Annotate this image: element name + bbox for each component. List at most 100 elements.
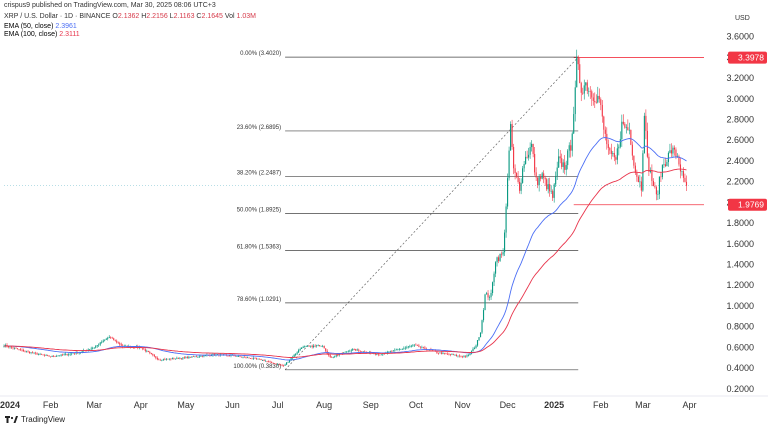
y-tick-label: 2.4000 xyxy=(726,156,754,166)
candle-body xyxy=(628,129,630,131)
candle-body xyxy=(359,350,361,352)
candle-body xyxy=(585,82,587,86)
candle-body xyxy=(349,351,351,352)
ohlc-low: 2.1163 xyxy=(173,13,195,20)
candle-body xyxy=(101,342,103,343)
candle-body xyxy=(624,123,626,128)
candle-body xyxy=(383,353,385,355)
candle-body xyxy=(174,358,176,360)
fib-retracement[interactable]: 0.00% (3.4020) 23.60% (2.6895) 38.20% (2.2… xyxy=(233,51,579,371)
candle-body xyxy=(685,181,688,186)
candle-body xyxy=(156,357,158,360)
candle-body xyxy=(168,358,170,360)
candle-body xyxy=(47,355,49,356)
candle-body xyxy=(146,350,148,352)
candle-body xyxy=(242,356,244,358)
candle-body xyxy=(319,345,321,347)
x-axis: 2024 Feb Mar Apr May Jun Jul Aug Sep Oct Nov Dec 202… xyxy=(0,395,768,410)
candle-body xyxy=(15,347,17,349)
candle-body xyxy=(678,156,680,165)
candle-body xyxy=(529,147,531,155)
candle-body xyxy=(633,155,635,166)
candle-body xyxy=(421,346,423,348)
x-tick-label: Nov xyxy=(454,400,471,410)
candle-body xyxy=(337,355,339,356)
candle-body xyxy=(469,353,471,356)
price-tag-0 xyxy=(728,51,767,64)
candle-body xyxy=(180,358,182,359)
y-tick-label: 2.8000 xyxy=(726,114,754,124)
candle-body xyxy=(534,153,536,173)
candle-body xyxy=(248,357,250,359)
candle-body xyxy=(496,257,498,263)
candle-body xyxy=(499,253,501,261)
candle-body xyxy=(153,355,155,357)
candle-body xyxy=(544,177,546,180)
candle-body xyxy=(670,150,673,154)
candle-body xyxy=(460,356,462,357)
tradingview-logo[interactable]: TradingView xyxy=(5,415,65,424)
candle-body xyxy=(595,102,597,103)
candle-body xyxy=(304,346,306,348)
candle-body xyxy=(449,354,452,356)
candle-body xyxy=(116,340,118,343)
candle-body xyxy=(562,162,564,167)
candle-body xyxy=(436,351,438,353)
candle-body xyxy=(535,172,537,178)
x-tick-label: Apr xyxy=(134,400,148,410)
candle-body xyxy=(177,357,179,359)
candle-body xyxy=(320,345,322,347)
candle-body xyxy=(19,349,22,351)
candle-body xyxy=(664,164,666,167)
x-tick-label: Mar xyxy=(86,400,102,410)
candle-body xyxy=(21,349,23,351)
x-tick-label: Feb xyxy=(43,400,59,410)
candle-body xyxy=(204,355,206,356)
candle-body xyxy=(467,355,470,356)
tradingview-brand: TradingView xyxy=(21,415,66,424)
candle-body xyxy=(361,351,363,353)
y-axis[interactable]: 0.2000 0.4000 0.6000 0.8000 1.0000 1.2000 1.40… xyxy=(726,32,754,394)
legend-ema-50-label: EMA (50, close) xyxy=(4,23,54,30)
candle-body xyxy=(269,361,271,363)
candle-body xyxy=(412,345,414,346)
candle-body xyxy=(117,342,119,344)
legend-ema-50-value: 2.3961 xyxy=(55,23,77,30)
legend-ema-50[interactable]: EMA (50, close) 2.3961 xyxy=(4,23,77,30)
candle-body xyxy=(200,355,202,357)
legend-ema-100-label: EMA (100, close) xyxy=(4,31,58,38)
candle-body xyxy=(553,184,555,198)
candle-body xyxy=(10,346,13,348)
candle-body xyxy=(56,356,58,357)
candle-body xyxy=(419,346,421,348)
candle-body xyxy=(275,363,277,365)
legend-ema-100[interactable]: EMA (100, close) 2.3111 xyxy=(4,31,80,38)
candle-body xyxy=(552,191,554,198)
candle-body xyxy=(374,352,376,355)
candle-body xyxy=(437,352,439,354)
candle-body xyxy=(478,337,480,341)
candle-body xyxy=(561,158,563,167)
candle-body xyxy=(188,356,190,359)
candle-body xyxy=(195,356,197,358)
candle-body xyxy=(646,130,648,157)
candle-body xyxy=(12,347,14,349)
candle-body xyxy=(158,359,160,361)
candle-body xyxy=(96,345,98,347)
candle-body xyxy=(237,355,240,357)
y-tick-label: 3.2000 xyxy=(726,73,754,83)
candle-body xyxy=(192,356,194,358)
candle-body xyxy=(631,144,633,156)
candle-body xyxy=(310,345,312,347)
candle-body xyxy=(501,253,503,255)
candle-body xyxy=(666,162,668,167)
candle-body xyxy=(618,146,620,149)
candle-body xyxy=(236,356,238,357)
candle-body xyxy=(568,145,570,151)
candle-body xyxy=(228,355,231,357)
candle-body xyxy=(87,349,89,351)
candle-body xyxy=(13,347,16,349)
price-tag-1 xyxy=(728,198,767,211)
candle-body xyxy=(245,357,247,358)
